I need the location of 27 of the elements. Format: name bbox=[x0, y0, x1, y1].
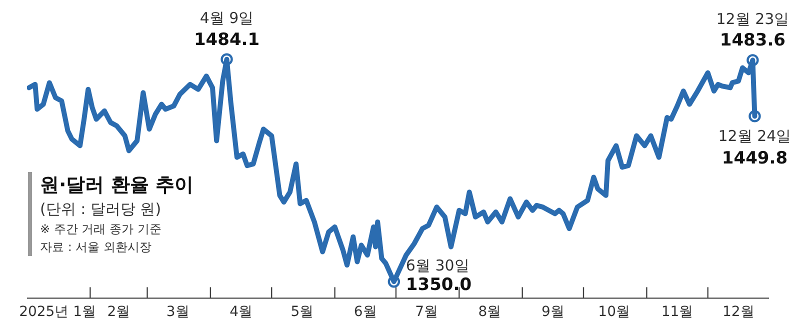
x-tick-label: 4월 bbox=[230, 304, 252, 320]
point bbox=[746, 54, 759, 66]
annotation: 자료 : 서울 외환시장 bbox=[40, 239, 152, 256]
x-tick-label: 9월 bbox=[541, 304, 564, 320]
x-tick-label: 2025년 1월 bbox=[19, 304, 96, 320]
data-label: 1484.1 bbox=[194, 30, 260, 50]
x-tick-label: 10월 bbox=[598, 304, 630, 320]
annotation: 4월 9일 bbox=[200, 9, 254, 28]
x-tick-label: 12월 bbox=[722, 304, 754, 320]
annotation: 6월 30일 bbox=[406, 256, 470, 275]
x-tick-label: 3월 bbox=[166, 304, 190, 320]
point bbox=[748, 110, 761, 122]
x-tick-label: 8월 bbox=[478, 304, 502, 320]
annotation: 12월 24일 bbox=[718, 127, 792, 146]
x-tick-label: 11월 bbox=[661, 304, 694, 320]
x-tick-label: 5월 bbox=[290, 304, 314, 320]
data-label: 1350.0 bbox=[406, 275, 472, 296]
x-tick-label: 6월 bbox=[354, 304, 377, 320]
annotation: 12월 23일 bbox=[716, 10, 790, 28]
text: 원·달러 환율 추이 bbox=[40, 173, 194, 198]
data-label: 1449.8 bbox=[722, 148, 788, 169]
point bbox=[220, 53, 233, 66]
x-tick-label: 2월 bbox=[107, 304, 130, 320]
x-tick-label: 7월 bbox=[415, 304, 438, 320]
data-label: 1483.6 bbox=[720, 30, 786, 51]
text: (단위 : 달러당 원) bbox=[40, 199, 162, 220]
annotation: ※ 주간 거래 종가 기준 bbox=[40, 221, 162, 238]
